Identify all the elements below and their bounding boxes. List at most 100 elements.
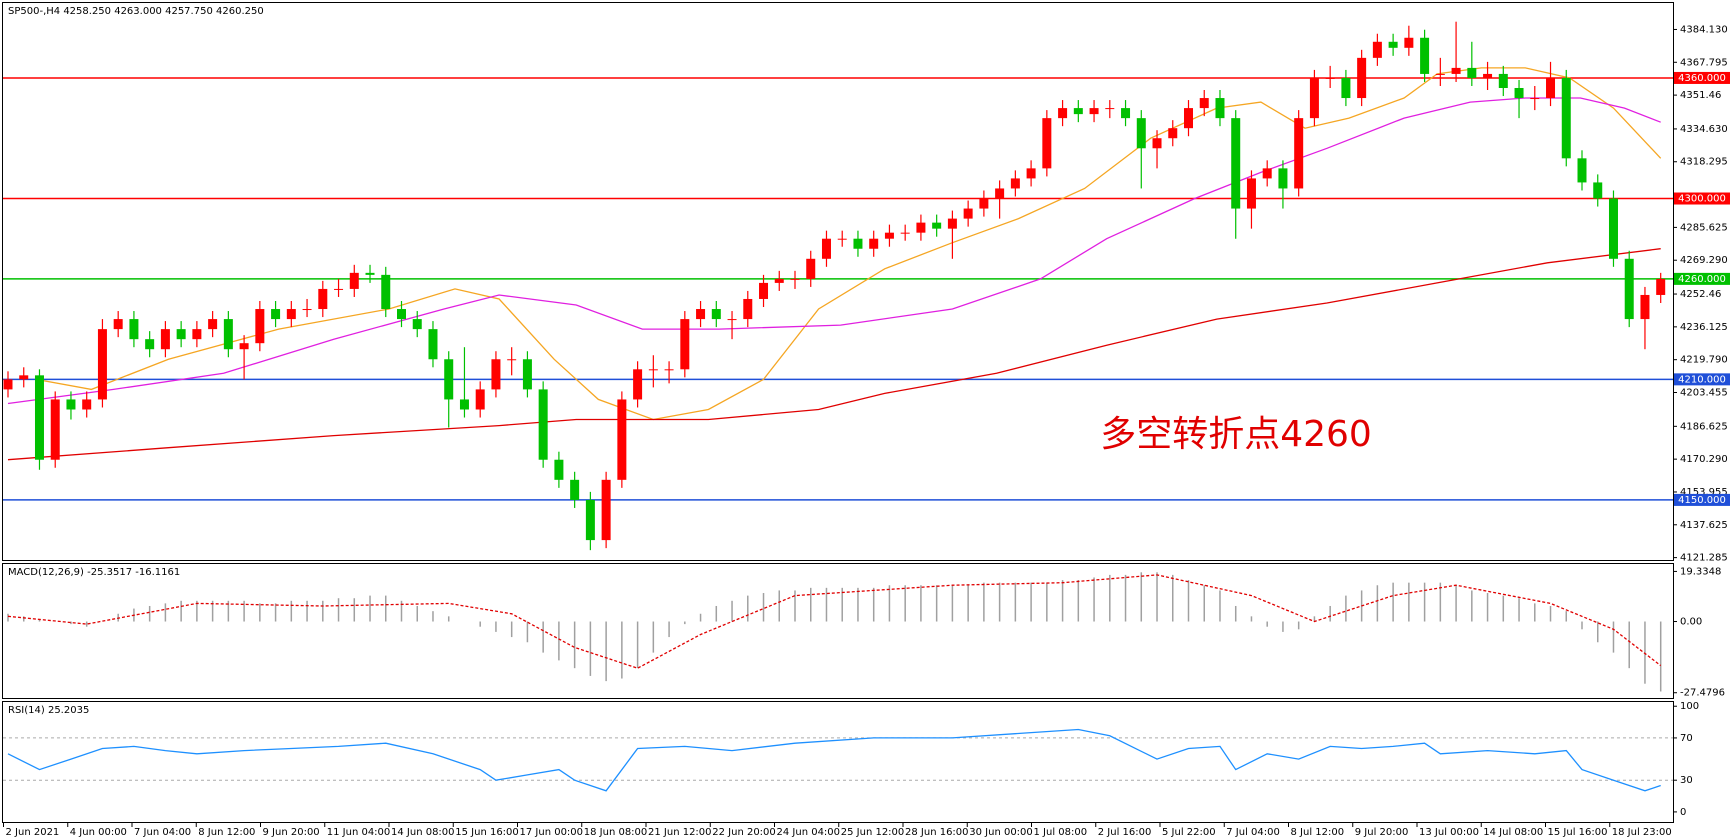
candle-body <box>1136 118 1146 149</box>
level-label-box <box>1674 272 1730 285</box>
x-tick-label: 11 Jun 04:00 <box>327 827 391 838</box>
candle-body <box>1656 278 1666 295</box>
candle-body <box>1546 77 1556 99</box>
macd-signal <box>7 574 1662 669</box>
candle-body <box>176 329 186 340</box>
x-tick-label: 14 Jul 08:00 <box>1483 827 1543 838</box>
candle-body <box>916 222 926 233</box>
x-tick-label: 7 Jun 04:00 <box>134 827 191 838</box>
candle-body <box>1640 294 1650 320</box>
candle-body <box>900 232 910 234</box>
candle-body <box>1278 168 1288 189</box>
candle-body <box>585 499 595 541</box>
y-tick-label: 4334.630 <box>1680 124 1728 135</box>
chart-header: SP500-,H4 4258.250 4263.000 4257.750 426… <box>8 6 264 17</box>
candle-body <box>66 399 76 410</box>
candle-body <box>947 218 957 229</box>
y-tick-label: 4269.290 <box>1680 255 1728 266</box>
candle-body <box>475 389 485 410</box>
y-tick-label: 4318.295 <box>1680 157 1728 168</box>
candle-body <box>790 278 800 280</box>
candle-body <box>995 188 1005 199</box>
candle-body <box>1435 73 1445 75</box>
candle-body <box>932 222 942 229</box>
candle-body <box>349 272 359 289</box>
candle-body <box>208 319 218 330</box>
y-tick-label: -27.4796 <box>1680 688 1725 699</box>
candle-body <box>1026 168 1036 179</box>
level-label: 4150.000 <box>1678 495 1726 506</box>
candle-body <box>192 329 202 340</box>
candle-body <box>1184 108 1193 129</box>
macd-panel-frame <box>2 563 1674 699</box>
candle-body <box>444 359 454 400</box>
candle-body <box>1105 108 1115 110</box>
candle-body <box>821 238 831 259</box>
y-tick-label: 70 <box>1680 733 1693 744</box>
candle-body <box>1420 37 1430 74</box>
x-tick-label: 13 Jul 00:00 <box>1419 827 1479 838</box>
candle-body <box>397 309 406 320</box>
level-label: 4360.000 <box>1678 73 1726 84</box>
candle-body <box>1388 41 1398 48</box>
candle-body <box>1514 87 1524 99</box>
y-tick-label: 30 <box>1680 775 1693 786</box>
candle-body <box>1624 258 1634 320</box>
candle-body <box>853 238 863 249</box>
candle-body <box>286 309 296 320</box>
x-tick-label: 14 Jun 08:00 <box>391 827 455 838</box>
y-tick-label: 4137.625 <box>1680 520 1728 531</box>
candle-body <box>318 288 328 310</box>
y-tick-label: 100 <box>1680 701 1699 712</box>
candle-body <box>1483 73 1493 78</box>
moving-average <box>36 67 1662 421</box>
rsi-panel-frame <box>2 701 1674 823</box>
y-tick-label: 4351.46 <box>1680 90 1721 101</box>
y-tick-label: 4384.130 <box>1680 24 1728 35</box>
rsi-line <box>7 728 1661 792</box>
annotation: 多空转折点4260 <box>1100 414 1372 455</box>
candle-body <box>1168 128 1178 139</box>
candle-body <box>1451 67 1461 74</box>
x-tick-label: 7 Jul 04:00 <box>1226 827 1280 838</box>
candle-body <box>522 359 532 390</box>
candle-body <box>113 319 123 330</box>
candle-body <box>1593 182 1603 199</box>
x-tick-label: 4 Jun 00:00 <box>70 827 127 838</box>
y-tick-label: 4252.46 <box>1680 289 1721 300</box>
x-tick-label: 9 Jul 20:00 <box>1355 827 1409 838</box>
macd-header: MACD(12,26,9) -25.3517 -16.1161 <box>8 567 180 578</box>
candle-body <box>129 319 139 340</box>
y-tick-label: 4203.455 <box>1680 388 1728 399</box>
x-tick-label: 17 Jun 00:00 <box>520 827 584 838</box>
level-label: 4300.000 <box>1678 194 1726 205</box>
level-label-box <box>1674 373 1730 386</box>
candle-body <box>1294 118 1304 189</box>
candle-body <box>334 288 344 290</box>
candle-body <box>302 309 312 311</box>
x-tick-label: 15 Jul 16:00 <box>1548 827 1608 838</box>
candle-body <box>1231 118 1241 209</box>
y-tick-label: 4367.795 <box>1680 57 1728 68</box>
candle-body <box>34 375 44 460</box>
candle-body <box>648 369 658 371</box>
candle-body <box>837 238 847 240</box>
candle-body <box>617 399 627 480</box>
candle-body <box>538 389 548 460</box>
x-tick-label: 30 Jun 00:00 <box>969 827 1033 838</box>
x-tick-label: 18 Jul 23:00 <box>1612 827 1672 838</box>
rsi-header: RSI(14) 25.2035 <box>8 705 89 716</box>
x-tick-label: 9 Jun 20:00 <box>263 827 320 838</box>
candle-body <box>680 319 690 370</box>
level-label-box <box>1674 71 1730 84</box>
candle-body <box>507 359 517 361</box>
candle-body <box>3 379 13 390</box>
candle-body <box>82 399 92 410</box>
candle-body <box>1199 98 1209 109</box>
candle-body <box>1309 77 1319 119</box>
candle-body <box>223 319 233 350</box>
x-tick-label: 21 Jun 12:00 <box>648 827 712 838</box>
y-tick-label: 19.3348 <box>1680 566 1721 577</box>
candle-body <box>1089 108 1099 115</box>
